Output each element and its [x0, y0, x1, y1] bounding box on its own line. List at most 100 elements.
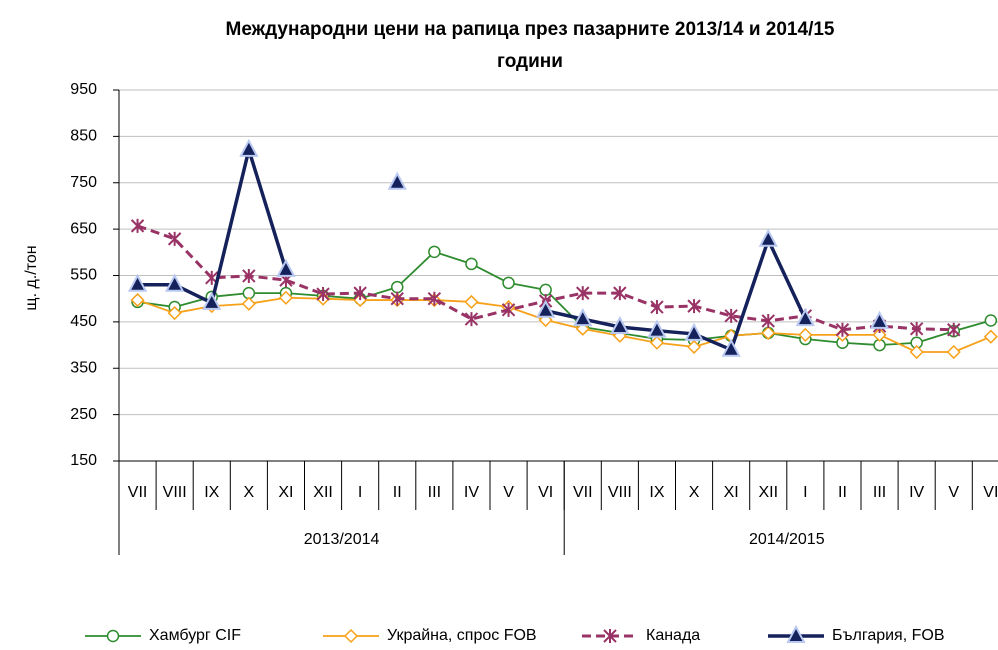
- x-tick-label: X: [244, 484, 255, 501]
- x-tick-label: XII: [313, 484, 333, 501]
- y-tick-label: 950: [70, 81, 97, 98]
- data-point: [575, 321, 590, 336]
- data-point: [721, 338, 741, 357]
- data-point: [465, 257, 478, 271]
- data-point: [798, 327, 813, 342]
- group-label: 2013/2014: [304, 531, 380, 548]
- data-point: [391, 280, 404, 294]
- x-tick-label: I: [803, 484, 807, 501]
- data-point: [610, 315, 630, 334]
- x-tick-label: II: [393, 484, 402, 501]
- x-tick-label: XI: [278, 484, 293, 501]
- data-point: [464, 312, 479, 327]
- data-point: [130, 218, 145, 233]
- data-point: [464, 294, 479, 309]
- x-tick-label: IV: [464, 484, 479, 501]
- x-tick-label: X: [689, 484, 700, 501]
- data-point: [984, 314, 998, 327]
- data-point: [761, 313, 775, 328]
- data-point: [613, 286, 627, 301]
- y-axis-label: щ. д./тон: [23, 245, 40, 310]
- legend-label: Хамбург CIF: [149, 627, 241, 644]
- data-point: [761, 325, 776, 341]
- data-point: [427, 291, 442, 306]
- legend-marker: [106, 629, 120, 643]
- data-point: [573, 307, 593, 327]
- data-point: [353, 286, 367, 301]
- data-point: [947, 322, 961, 337]
- data-point: [242, 268, 256, 283]
- data-point: [239, 138, 259, 157]
- legend-label: Канада: [646, 627, 700, 644]
- legend-marker: [603, 629, 617, 643]
- data-point: [687, 299, 701, 314]
- x-tick-label: VIII: [163, 484, 187, 501]
- data-point: [650, 300, 664, 315]
- data-point: [909, 344, 924, 360]
- y-tick-label: 450: [70, 313, 97, 330]
- data-point: [576, 286, 590, 301]
- y-tick-label: 250: [70, 406, 97, 423]
- y-tick-label: 550: [70, 267, 97, 284]
- data-point: [869, 310, 890, 329]
- x-tick-label: IV: [909, 484, 924, 501]
- x-tick-label: VI: [538, 484, 553, 501]
- data-point: [164, 273, 185, 292]
- x-tick-label: III: [873, 484, 886, 501]
- x-tick-label: I: [358, 484, 362, 501]
- x-tick-label: IX: [649, 484, 664, 501]
- x-tick-label: V: [503, 484, 514, 501]
- data-point: [872, 327, 887, 342]
- x-tick-label: XI: [724, 484, 739, 501]
- x-tick-label: XII: [758, 484, 778, 501]
- data-point: [684, 322, 704, 341]
- data-point: [983, 329, 998, 344]
- x-tick-label: VI: [983, 484, 998, 501]
- x-tick-label: VIII: [608, 484, 632, 501]
- data-point: [795, 307, 816, 327]
- chart-title: Международни цени на рапица през пазарни…: [226, 19, 835, 40]
- data-point: [724, 308, 738, 323]
- data-point: [390, 291, 404, 306]
- data-point: [758, 228, 778, 247]
- data-point: [127, 273, 148, 292]
- x-tick-label: IX: [204, 484, 219, 501]
- data-point: [278, 290, 294, 305]
- legend-label: България, FOB: [832, 627, 945, 644]
- data-point: [501, 302, 516, 317]
- data-point: [167, 231, 182, 246]
- data-point: [276, 258, 296, 277]
- data-point: [946, 344, 961, 360]
- y-tick-label: 350: [70, 359, 97, 376]
- data-point: [241, 296, 256, 311]
- data-point: [835, 322, 850, 337]
- x-tick-label: III: [428, 484, 441, 501]
- data-point: [539, 283, 552, 297]
- data-point: [647, 319, 667, 338]
- data-point: [202, 291, 222, 310]
- data-point: [130, 293, 145, 308]
- y-tick-label: 650: [70, 220, 97, 237]
- chart-title: години: [497, 51, 563, 72]
- legend-marker: [343, 628, 359, 644]
- legend-marker: [786, 624, 806, 643]
- data-point: [167, 306, 182, 321]
- x-tick-label: II: [838, 484, 847, 501]
- data-point: [686, 339, 702, 354]
- y-tick-label: 750: [70, 174, 97, 191]
- data-point: [535, 299, 556, 318]
- data-point: [316, 287, 330, 302]
- group-label: 2014/2015: [749, 531, 825, 548]
- x-tick-label: VII: [573, 484, 593, 501]
- x-tick-label: V: [948, 484, 959, 501]
- data-point: [649, 335, 665, 350]
- data-point: [387, 171, 407, 190]
- data-point: [428, 245, 441, 259]
- legend-label: Украйна, спрос FOB: [387, 627, 537, 644]
- data-point: [909, 321, 924, 336]
- y-tick-label: 150: [70, 452, 97, 469]
- data-point: [502, 276, 515, 290]
- y-tick-label: 850: [70, 128, 97, 145]
- x-tick-label: VII: [128, 484, 148, 501]
